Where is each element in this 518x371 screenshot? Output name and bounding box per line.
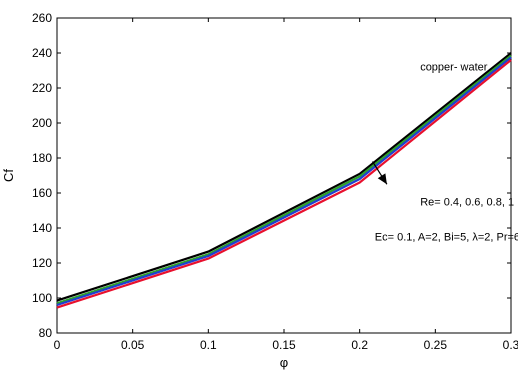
- y-tick-label: 200: [32, 116, 52, 130]
- annotation-arrow: [372, 161, 388, 185]
- y-tick-label: 260: [32, 11, 52, 25]
- x-tick-label: 0.25: [424, 338, 448, 352]
- x-tick-label: 0.3: [503, 338, 518, 352]
- y-tick-label: 220: [32, 81, 52, 95]
- annotation-material: copper- water: [420, 62, 488, 74]
- series-line-2: [56, 54, 512, 305]
- x-tick-label: 0: [54, 338, 61, 352]
- x-tick-label: 0.2: [351, 338, 368, 352]
- annotation-reynolds: Re= 0.4, 0.6, 0.8, 1: [420, 196, 514, 208]
- plot-axes: 0 0.05 0.1 0.15 0.2 0.25 0.3 80 100 120 140 160 180 2…: [32, 11, 518, 352]
- y-tick-label: 100: [32, 291, 52, 305]
- x-tick-label: 0.1: [200, 338, 217, 352]
- x-axis-label: φ: [280, 355, 288, 370]
- y-axis-label: Cf: [1, 169, 16, 182]
- y-tick-label: 140: [32, 221, 52, 235]
- series-line-3: [56, 56, 512, 307]
- y-tick-label: 160: [32, 186, 52, 200]
- annotation-parameters: Ec= 0.1, A=2, Bi=5, λ=2, Pr=6.2: [375, 231, 518, 243]
- y-tick-label: 80: [39, 326, 53, 340]
- y-tick-label: 180: [32, 151, 52, 165]
- plot-lines: [56, 52, 512, 309]
- y-tick-label: 120: [32, 256, 52, 270]
- series-line-4: [56, 59, 512, 309]
- x-tick-label: 0.05: [121, 338, 145, 352]
- arrow-head: [377, 173, 387, 185]
- x-tick-label: 0.15: [272, 338, 296, 352]
- y-tick-label: 240: [32, 46, 52, 60]
- series-line-1: [56, 52, 512, 302]
